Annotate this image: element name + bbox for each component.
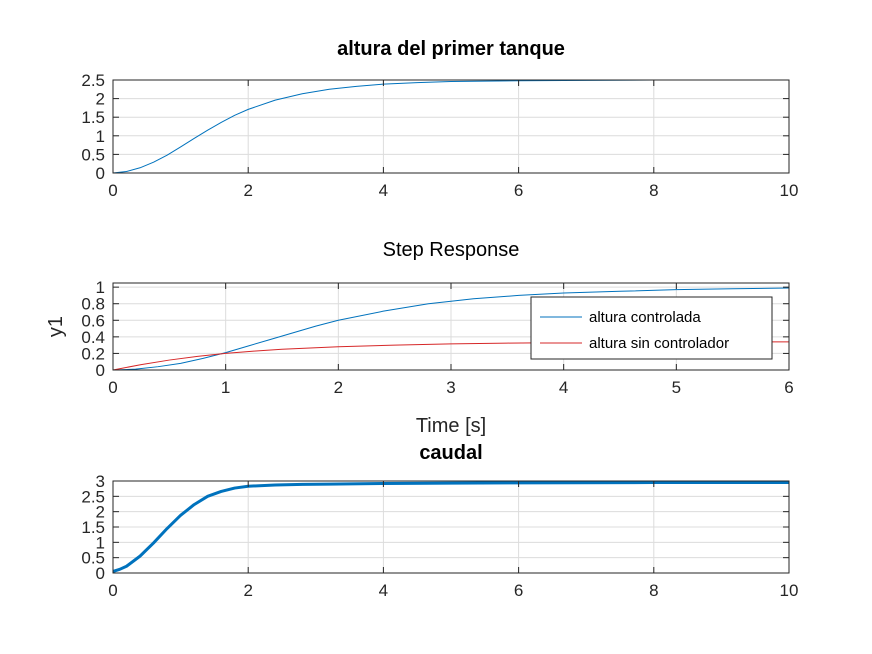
y-tick-label: 0 xyxy=(96,361,105,380)
x-tick-label: 4 xyxy=(559,378,568,397)
x-axis-label: Time [s] xyxy=(416,415,486,437)
x-tick-label: 10 xyxy=(780,181,799,200)
x-tick-label: 3 xyxy=(446,378,455,397)
x-tick-label: 6 xyxy=(514,581,523,600)
legend: altura controlada altura sin controlador xyxy=(530,296,773,360)
chart-title: altura del primer tanque xyxy=(337,38,565,60)
y-tick-label: 0.5 xyxy=(81,145,105,164)
x-tick-label: 2 xyxy=(334,378,343,397)
x-tick-label: 4 xyxy=(379,181,388,200)
x-tick-label: 2 xyxy=(243,181,252,200)
legend-label: altura sin controlador xyxy=(589,335,729,352)
y-tick-label: 2.5 xyxy=(81,487,105,506)
x-tick-label: 2 xyxy=(243,581,252,600)
y-tick-label: 2 xyxy=(96,503,105,522)
y-tick-label: 0 xyxy=(96,164,105,183)
x-tick-label: 1 xyxy=(221,378,230,397)
x-tick-label: 10 xyxy=(780,581,799,600)
y-tick-label: 0 xyxy=(96,564,105,583)
x-tick-label: 0 xyxy=(108,581,117,600)
y-tick-label: 0.8 xyxy=(81,295,105,314)
x-tick-label: 0 xyxy=(108,181,117,200)
y-tick-label: 2 xyxy=(96,90,105,109)
y-tick-label: 0.6 xyxy=(81,311,105,330)
y-tick-label: 0.4 xyxy=(81,328,105,347)
chart-title: caudal xyxy=(419,442,482,464)
series-line-altura-controlada xyxy=(112,287,790,371)
x-tick-label: 5 xyxy=(672,378,681,397)
x-tick-label: 0 xyxy=(108,378,117,397)
y-tick-label: 2.5 xyxy=(81,71,105,90)
y-tick-label: 0.5 xyxy=(81,549,105,568)
y-tick-label: 1 xyxy=(96,278,105,297)
legend-label: altura controlada xyxy=(589,309,701,326)
x-tick-label: 6 xyxy=(784,378,793,397)
y-tick-label: 1.5 xyxy=(81,108,105,127)
x-tick-label: 8 xyxy=(649,581,658,600)
legend-box xyxy=(530,296,773,360)
chart-title: Step Response xyxy=(383,239,520,261)
axes-box xyxy=(112,79,790,174)
plot-area xyxy=(113,80,789,173)
series-line-1 xyxy=(112,481,789,573)
x-tick-label: 6 xyxy=(514,181,523,200)
y-tick-label: 1 xyxy=(96,533,105,552)
x-tick-label: 8 xyxy=(649,181,658,200)
series-line-1 xyxy=(112,79,789,174)
x-tick-label: 4 xyxy=(379,581,388,600)
y-tick-label: 1.5 xyxy=(81,518,105,537)
y-tick-label: 3 xyxy=(96,472,105,491)
y-tick-label: 1 xyxy=(96,127,105,146)
y-axis-label: y1 xyxy=(45,316,67,337)
y-tick-label: 0.2 xyxy=(81,344,105,363)
